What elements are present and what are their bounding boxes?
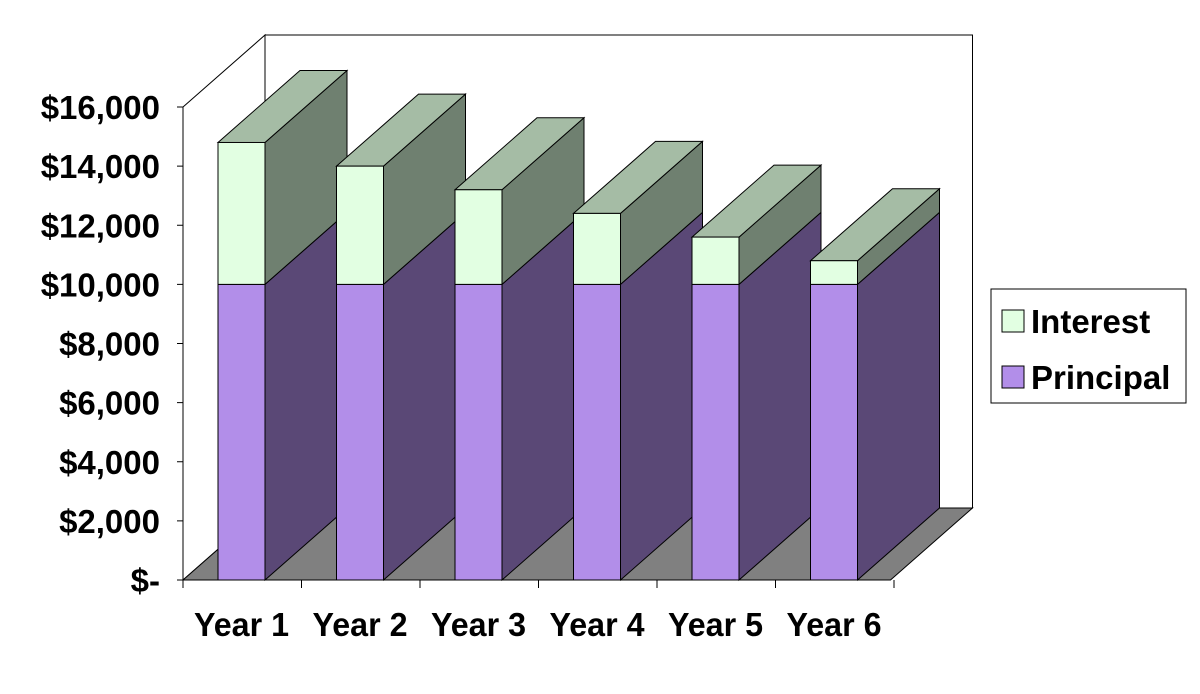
legend-label: Interest (1031, 303, 1150, 340)
interest-bar (336, 165, 384, 285)
y-tick-label: $12,000 (41, 207, 160, 244)
principal-bar (336, 283, 384, 581)
y-tick-label: $- (131, 562, 160, 599)
principal-bar (217, 283, 266, 581)
interest-bar (691, 236, 740, 285)
x-tick-label: Year 4 (550, 606, 646, 643)
bars-group (216, 69, 941, 582)
y-tick-label: $4,000 (59, 444, 160, 481)
interest-bar (810, 260, 858, 285)
principal-bar (454, 283, 503, 581)
y-tick-label: $8,000 (59, 326, 160, 363)
interest-bar (217, 141, 266, 285)
principal-bar (691, 283, 740, 581)
x-tick-label: Year 6 (787, 606, 882, 643)
interest-bar (573, 212, 621, 285)
axes: Year 1 Year 2 Year 3 Year 4 Year 5 Year 6 $- $2… (41, 89, 895, 643)
legend: Interest Principal (990, 288, 1187, 404)
principal-bar (810, 283, 858, 581)
x-tick-label: Year 5 (668, 606, 763, 643)
y-tick-label: $14,000 (41, 148, 160, 185)
y-tick-label: $16,000 (41, 89, 160, 126)
y-tick-label: $2,000 (59, 503, 160, 540)
x-tick-label: Year 2 (313, 606, 408, 643)
y-tick-label: $10,000 (41, 266, 160, 303)
legend-swatch (1001, 309, 1025, 333)
legend-swatch (1001, 365, 1025, 389)
interest-bar (454, 189, 503, 285)
principal-bar (573, 283, 621, 581)
y-tick-label: $6,000 (59, 385, 160, 422)
x-tick-label: Year 3 (431, 606, 526, 643)
legend-label: Principal (1031, 359, 1170, 396)
x-tick-label: Year 1 (194, 606, 289, 643)
